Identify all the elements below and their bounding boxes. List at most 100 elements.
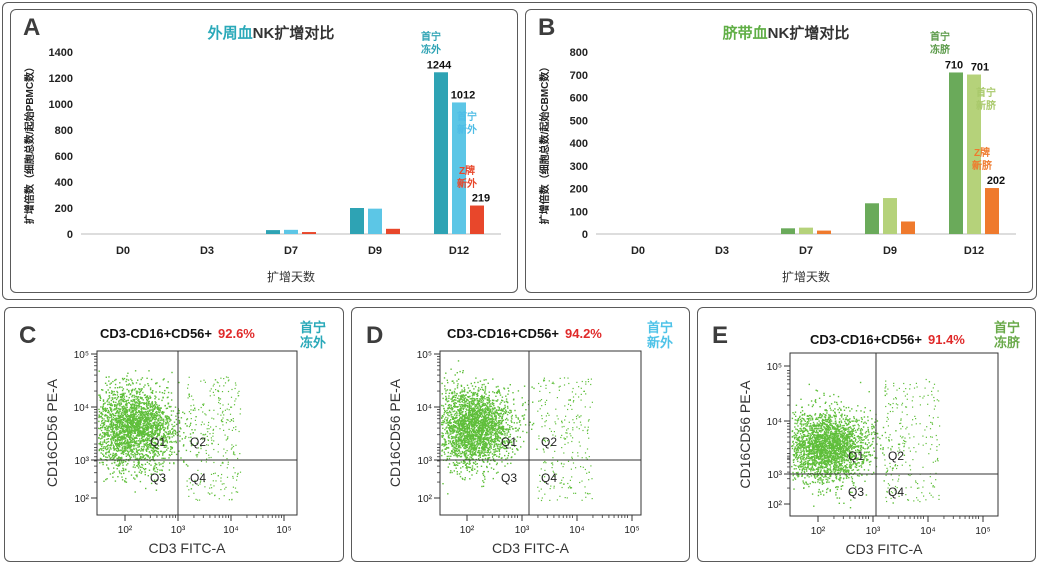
- event-dot: [136, 434, 139, 437]
- event-dot: [126, 409, 128, 411]
- series-tag-line1: 首宁: [457, 110, 477, 123]
- event-dot: [468, 426, 471, 428]
- event-dot: [502, 428, 504, 430]
- event-dot: [114, 480, 117, 482]
- event-dot: [126, 410, 129, 412]
- event-dot: [459, 413, 461, 416]
- event-dot: [162, 433, 165, 435]
- event-dot: [149, 427, 151, 429]
- event-dot: [98, 415, 100, 417]
- event-dot: [128, 391, 130, 393]
- event-dot: [132, 425, 134, 427]
- event-dot: [448, 392, 451, 394]
- event-dot: [467, 423, 470, 425]
- event-dot: [476, 419, 478, 422]
- event-dot: [138, 413, 140, 416]
- event-dot: [487, 434, 489, 436]
- event-dot: [476, 406, 479, 408]
- event-dot: [114, 424, 116, 426]
- event-dot: [144, 428, 146, 430]
- event-dot: [162, 452, 164, 455]
- event-dot: [119, 422, 122, 424]
- y-axis-label: 扩增倍数（细胞总数/起始PBMC数）: [23, 62, 36, 224]
- event-dot: [455, 449, 457, 452]
- event-dot: [455, 445, 457, 447]
- event-dot: [168, 433, 170, 435]
- event-dot: [148, 439, 151, 442]
- event-dot: [166, 449, 168, 451]
- event-dot: [468, 421, 470, 423]
- event-dot: [101, 417, 103, 419]
- event-dot: [152, 469, 155, 471]
- event-dot: [476, 466, 479, 468]
- event-dot: [487, 421, 489, 424]
- chart-title-colored: 外周血: [207, 24, 253, 42]
- event-dot: [495, 433, 497, 435]
- event-dot: [115, 408, 117, 411]
- event-dot: [455, 434, 457, 436]
- event-dot: [226, 458, 228, 460]
- event-dot: [486, 465, 488, 468]
- event-dot: [513, 403, 515, 405]
- x-tick-label: 10²: [118, 525, 133, 536]
- event-dot: [493, 428, 496, 430]
- event-dot: [123, 413, 125, 416]
- event-dot: [118, 470, 121, 472]
- event-dot: [139, 430, 141, 432]
- event-dot: [146, 418, 148, 420]
- event-dot: [111, 419, 113, 422]
- event-dot: [138, 449, 141, 451]
- event-dot: [110, 424, 113, 426]
- event-dot: [134, 427, 136, 430]
- event-dot: [127, 436, 130, 438]
- event-dot: [138, 462, 140, 464]
- event-dot: [115, 406, 118, 409]
- event-dot: [484, 457, 487, 460]
- event-dot: [475, 414, 477, 416]
- event-dot: [124, 404, 127, 406]
- event-dot: [158, 454, 160, 456]
- event-dot: [175, 441, 177, 444]
- event-dot: [144, 420, 147, 423]
- event-dot: [468, 442, 470, 444]
- event-dot: [206, 458, 208, 460]
- event-dot: [129, 436, 131, 438]
- event-dot: [496, 400, 498, 402]
- event-dot: [99, 457, 102, 460]
- event-dot: [471, 426, 473, 428]
- event-dot: [140, 437, 143, 440]
- event-dot: [126, 441, 128, 443]
- event-dot: [106, 400, 108, 403]
- event-dot: [206, 428, 208, 430]
- event-dot: [466, 398, 468, 401]
- event-dot: [489, 408, 492, 410]
- event-dot: [220, 489, 222, 491]
- event-dot: [444, 428, 446, 431]
- event-dot: [164, 457, 166, 460]
- event-dot: [154, 413, 156, 416]
- event-dot: [497, 409, 500, 411]
- bar: [985, 188, 999, 234]
- event-dot: [126, 426, 128, 428]
- event-dot: [158, 433, 161, 436]
- event-dot: [484, 419, 486, 422]
- event-dot: [487, 425, 490, 427]
- event-dot: [494, 410, 496, 412]
- event-dot: [500, 422, 503, 424]
- event-dot: [194, 407, 196, 409]
- event-dot: [452, 437, 454, 439]
- event-dot: [138, 411, 140, 413]
- event-dot: [488, 394, 490, 397]
- event-dot: [133, 399, 135, 402]
- y-tick-label: 700: [570, 70, 588, 82]
- event-dot: [468, 460, 471, 462]
- event-dot: [491, 412, 493, 414]
- event-dot: [104, 432, 106, 435]
- event-dot: [457, 409, 459, 411]
- event-dot: [122, 425, 125, 428]
- event-dot: [164, 435, 167, 437]
- event-dot: [444, 409, 446, 412]
- event-dot: [117, 457, 120, 459]
- event-dot: [145, 432, 147, 435]
- event-dot: [448, 422, 451, 424]
